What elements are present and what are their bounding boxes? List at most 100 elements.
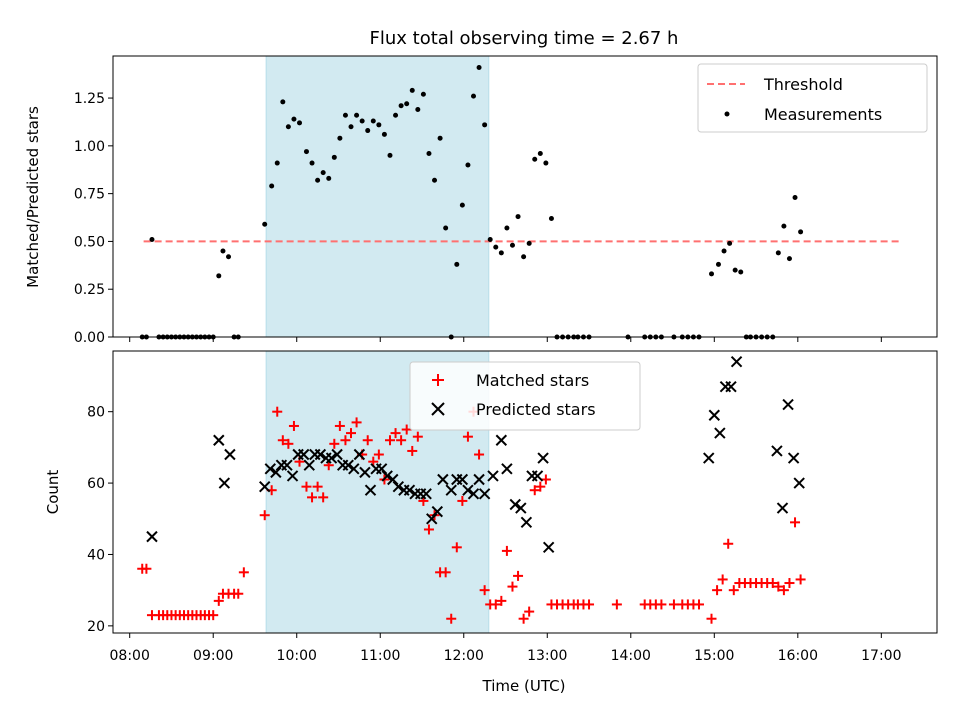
matched-star-point — [451, 542, 462, 553]
matched-star-point — [584, 599, 595, 610]
matched-star-point — [723, 538, 734, 549]
measurement-point — [376, 122, 382, 128]
x-tick-label: 15:00 — [694, 648, 734, 664]
predicted-star-point — [515, 502, 527, 514]
x-tick-label: 12:00 — [444, 648, 484, 664]
x-tick-label: 09:00 — [193, 648, 233, 664]
measurement-point — [326, 175, 332, 181]
measurement-point — [342, 112, 348, 118]
measurement-point — [432, 177, 438, 183]
matched-star-point — [423, 524, 434, 535]
measurement-point — [370, 118, 376, 124]
matched-star-point — [329, 438, 340, 449]
matched-star-point — [790, 517, 801, 528]
measurement-point — [715, 261, 721, 267]
measurement-point — [792, 194, 798, 200]
predicted-star-point — [487, 470, 499, 482]
x-tick-label: 08:00 — [110, 648, 150, 664]
x-tick-label: 17:00 — [861, 648, 901, 664]
y-tick-label: 0.50 — [74, 234, 105, 250]
matched-star-point — [362, 435, 373, 446]
matched-star-point — [318, 492, 329, 503]
y-tick-label: 0.00 — [74, 330, 105, 346]
measurement-point — [348, 124, 354, 130]
matched-star-point — [668, 599, 679, 610]
matched-star-point — [501, 545, 512, 556]
measurement-point — [543, 160, 549, 166]
measurement-point — [280, 99, 286, 105]
predicted-star-point — [218, 477, 231, 489]
predicted-star-point — [509, 498, 521, 511]
predicted-star-point — [495, 434, 508, 446]
matched-star-point — [238, 567, 249, 578]
matched-star-point — [412, 431, 423, 442]
top-panel: 0.00 0.25 0.50 0.75 1.00 1.25 Matched/Predict… — [24, 55, 938, 346]
matched-star-point — [717, 574, 728, 585]
top-y-axis-label: Matched/Predicted stars — [24, 106, 42, 288]
predicted-star-point — [725, 380, 737, 393]
matched-star-point — [611, 599, 622, 610]
measurement-point — [331, 154, 337, 160]
matched-star-point — [513, 570, 524, 581]
predicted-star-point — [381, 470, 393, 482]
x-tick-label: 13:00 — [527, 648, 567, 664]
predicted-star-point — [730, 356, 743, 368]
matched-star-point — [474, 449, 485, 460]
matched-star-point — [384, 435, 395, 446]
predicted-star-point — [437, 473, 449, 486]
predicted-star-point — [703, 452, 715, 464]
measurement-point — [415, 107, 421, 113]
predicted-star-point — [478, 488, 491, 500]
y-tick-label: 1.25 — [74, 91, 105, 107]
matched-star-point — [141, 563, 152, 574]
measurement-point — [471, 93, 476, 99]
matched-star-point — [208, 610, 219, 621]
matched-star-point — [778, 585, 789, 596]
matched-star-point — [496, 595, 507, 606]
predicted-star-point — [403, 484, 416, 496]
predicted-star-point — [537, 452, 549, 464]
measurement-point — [454, 261, 460, 267]
predicted-star-point — [213, 434, 225, 446]
y-tick-label: 0.25 — [74, 282, 105, 298]
matched-star-point — [457, 495, 468, 506]
measurement-point — [420, 91, 426, 97]
measurement-point — [721, 248, 727, 254]
bottom-y-axis-label: Count — [44, 470, 62, 515]
matched-star-point — [283, 438, 294, 449]
measurement-point — [709, 271, 715, 277]
measurement-point — [315, 177, 321, 183]
predicted-star-point — [501, 463, 513, 475]
matched-star-point — [795, 574, 806, 585]
measurement-point — [216, 273, 222, 279]
predicted-star-point — [708, 409, 721, 421]
predicted-star-point — [431, 505, 444, 518]
matched-star-point — [373, 449, 384, 460]
measurement-point — [781, 223, 787, 229]
measurement-point — [786, 256, 792, 262]
predicted-star-point — [348, 463, 360, 475]
matched-legend-label: Matched stars — [476, 371, 589, 390]
bottom-y-axis: 20 40 60 80 — [87, 405, 113, 635]
predicted-star-point — [146, 530, 158, 543]
matched-star-point — [259, 510, 270, 521]
measurement-point — [526, 240, 532, 246]
matched-star-point — [535, 481, 546, 492]
matched-star-point — [346, 428, 357, 439]
measurement-point — [465, 162, 471, 168]
measurement-point — [398, 103, 404, 109]
top-y-axis: 0.00 0.25 0.50 0.75 1.00 1.25 — [74, 91, 113, 346]
matched-star-point — [396, 435, 407, 446]
measurement-point — [798, 229, 804, 235]
matched-star-point — [784, 578, 795, 589]
measurement-point — [309, 160, 315, 166]
predicted-star-point — [331, 448, 343, 461]
matched-star-point — [340, 435, 351, 446]
predicted-star-point — [776, 502, 789, 514]
top-x-tick-marks — [129, 337, 882, 342]
bottom-x-axis: 08:00 09:00 10:00 11:00 12:00 13:00 14:00 15:00… — [110, 633, 902, 664]
predicted-star-point — [297, 448, 310, 461]
matched-star-point — [440, 567, 451, 578]
measurement-point — [498, 250, 504, 256]
measurement-point — [226, 254, 232, 260]
